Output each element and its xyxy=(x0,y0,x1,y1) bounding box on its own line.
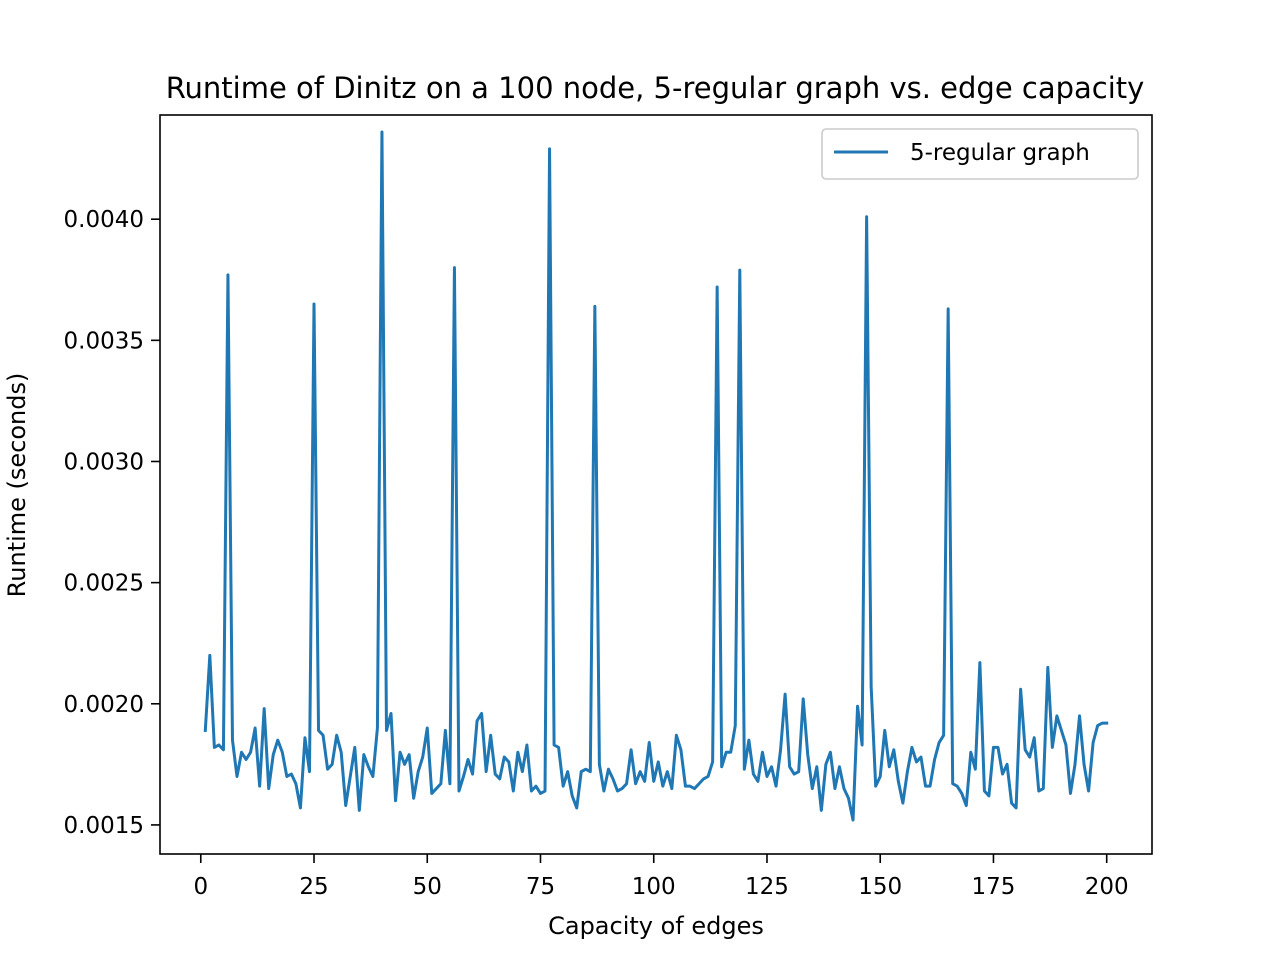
x-tick-label: 0 xyxy=(193,874,208,900)
x-tick-label: 25 xyxy=(299,874,328,900)
x-axis-ticks: 0 25 50 75 100 125 150 175 200 xyxy=(193,854,1129,900)
x-tick-label: 125 xyxy=(745,874,789,900)
plot-area-frame xyxy=(159,114,1153,855)
series-line-5-regular-graph xyxy=(203,130,1109,822)
x-tick-label: 50 xyxy=(413,874,442,900)
y-axis-label: Runtime (seconds) xyxy=(3,373,31,598)
y-tick-label: 0.0035 xyxy=(64,328,144,354)
y-tick-label: 0.0020 xyxy=(64,692,144,718)
x-tick-label: 200 xyxy=(1085,874,1129,900)
y-tick-label: 0.0030 xyxy=(64,449,144,475)
x-tick-label: 100 xyxy=(632,874,676,900)
legend-box xyxy=(821,128,1139,180)
y-tick-label: 0.0015 xyxy=(64,813,144,839)
x-tick-label: 150 xyxy=(858,874,902,900)
x-axis-label: Capacity of edges xyxy=(548,912,764,940)
y-axis-ticks: 0.0015 0.0020 0.0025 0.0030 0.0035 0.0040 xyxy=(64,207,160,839)
x-tick-label: 75 xyxy=(526,874,555,900)
legend: 5-regular graph xyxy=(821,128,1139,180)
chart-title: Runtime of Dinitz on a 100 node, 5-regul… xyxy=(166,71,1145,105)
y-tick-label: 0.0025 xyxy=(64,571,144,597)
y-tick-label: 0.0040 xyxy=(64,207,144,233)
legend-label: 5-regular graph xyxy=(910,140,1090,166)
x-tick-label: 175 xyxy=(972,874,1016,900)
